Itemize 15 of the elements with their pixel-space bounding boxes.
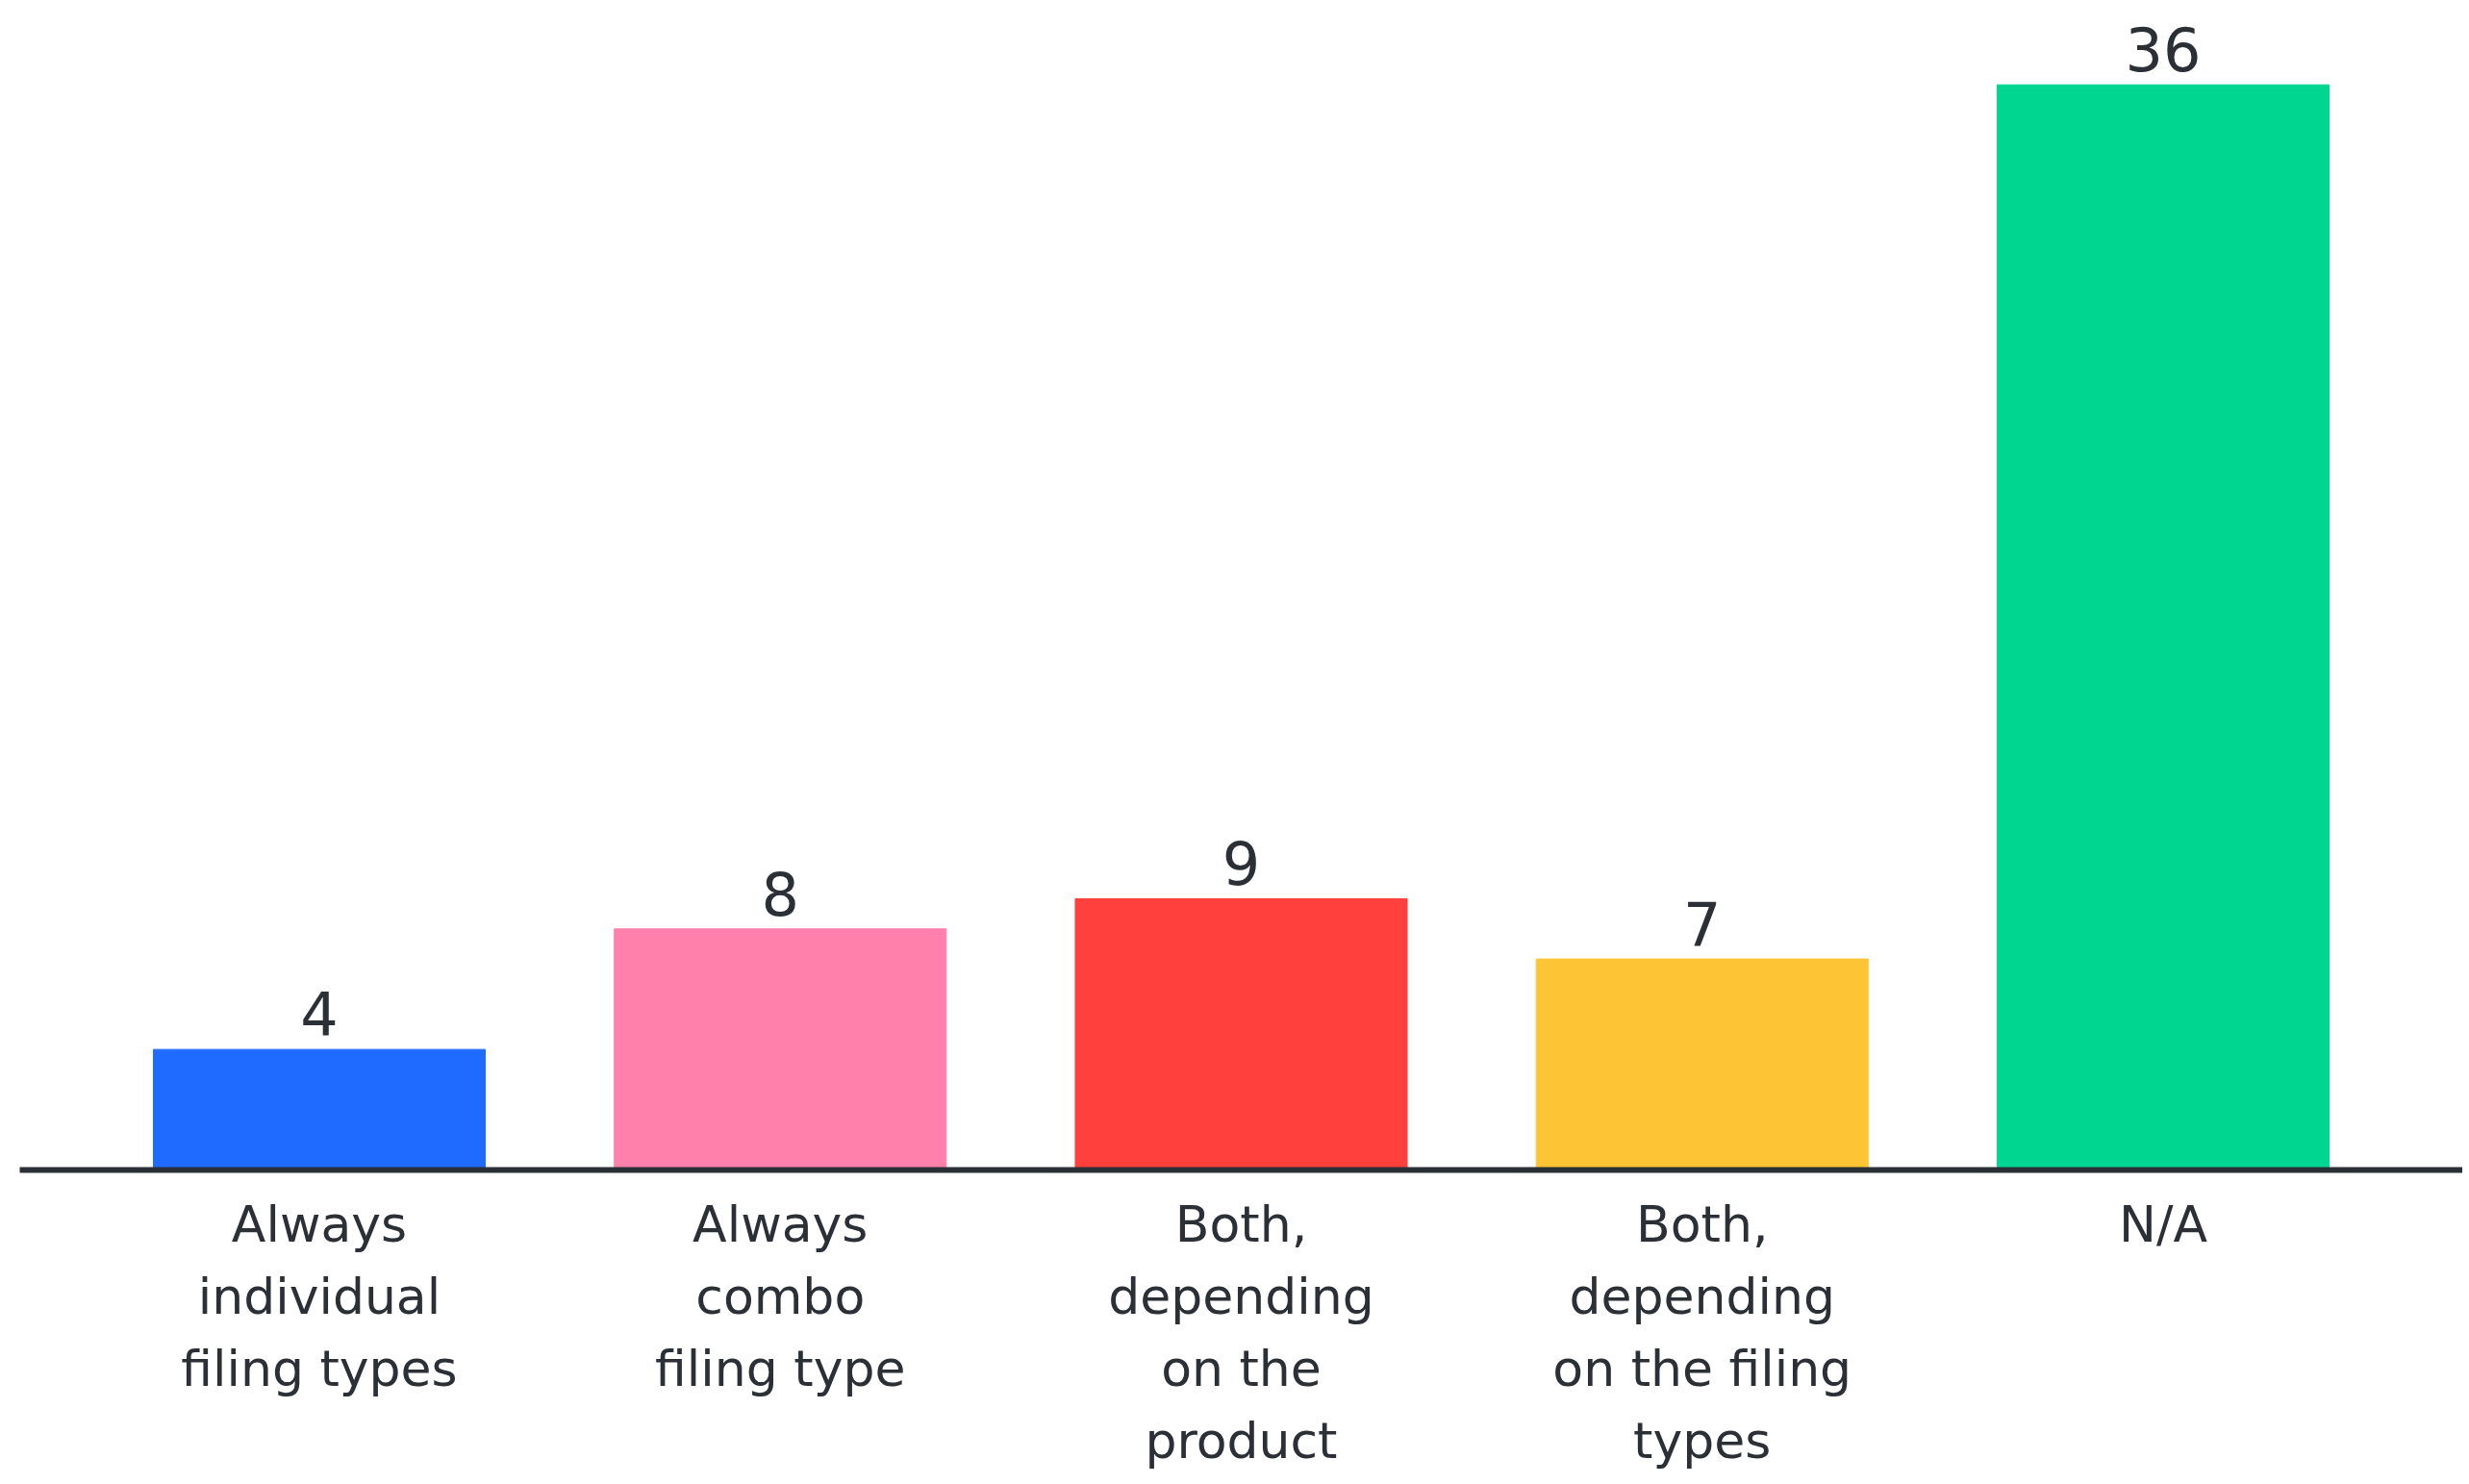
- x-tick-label: Always individual filing types: [181, 1195, 458, 1397]
- data-label: 36: [2125, 15, 2202, 87]
- bar: [1535, 958, 1869, 1170]
- bar: [614, 928, 947, 1170]
- bar: [1996, 84, 2330, 1170]
- data-label: 4: [300, 980, 339, 1051]
- data-label: 8: [761, 859, 799, 930]
- bar: [1074, 897, 1408, 1170]
- data-label: 9: [1222, 829, 1261, 900]
- x-tick-label: Both, depending on the product: [1108, 1195, 1374, 1470]
- data-label: 7: [1683, 890, 1722, 961]
- x-tick-label: Both, depending on the filing types: [1552, 1195, 1852, 1470]
- x-tick-label: Always combo filing type: [655, 1195, 906, 1397]
- x-tick-label: N/A: [2119, 1195, 2208, 1253]
- bar: [152, 1048, 487, 1170]
